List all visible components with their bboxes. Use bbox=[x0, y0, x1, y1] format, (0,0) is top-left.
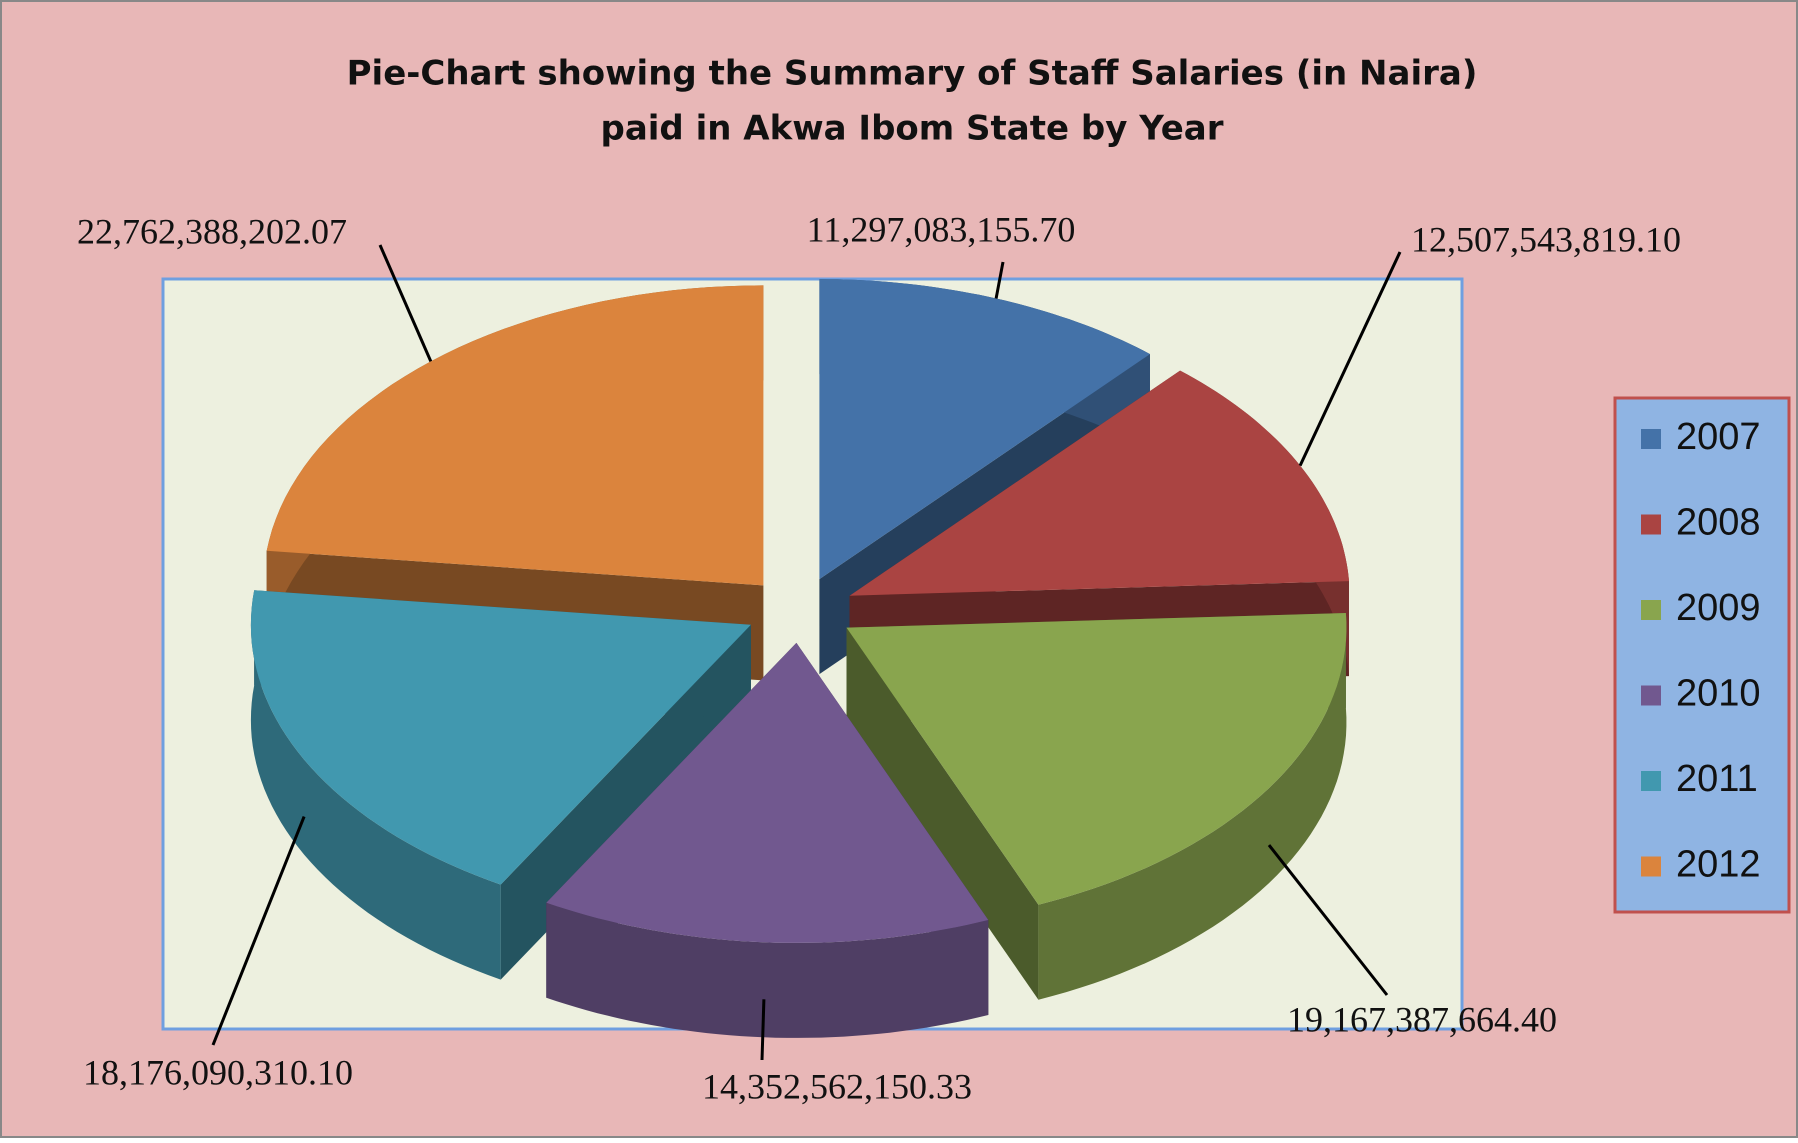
data-label: 19,167,387,664.40 bbox=[1287, 999, 1557, 1039]
legend-label: 2010 bbox=[1676, 673, 1761, 715]
slice-wall bbox=[546, 902, 989, 1038]
slice bbox=[250, 590, 751, 885]
leader-line bbox=[760, 999, 766, 1061]
leader-line bbox=[1298, 251, 1402, 467]
slice bbox=[546, 642, 989, 943]
slice-wall bbox=[250, 590, 501, 980]
slice bbox=[819, 279, 1150, 580]
leader-line bbox=[211, 816, 306, 1046]
legend-box bbox=[1613, 396, 1791, 914]
legend-label: 2007 bbox=[1676, 416, 1761, 458]
data-label: 14,352,562,150.33 bbox=[702, 1066, 972, 1106]
legend-label: 2012 bbox=[1676, 844, 1761, 886]
slice bbox=[846, 613, 1347, 905]
legend-label: 2008 bbox=[1676, 502, 1761, 544]
legend-swatch bbox=[1641, 429, 1661, 449]
slice-wall bbox=[1038, 613, 1347, 1000]
data-label: 22,762,388,202.07 bbox=[77, 211, 347, 251]
legend-label: 2011 bbox=[1676, 758, 1758, 800]
legend-swatch bbox=[1641, 514, 1661, 535]
legend-swatch bbox=[1641, 600, 1661, 620]
slice bbox=[846, 613, 1347, 1000]
slice bbox=[266, 285, 764, 586]
slice bbox=[849, 370, 1349, 596]
slice-side bbox=[846, 627, 1039, 1000]
legend-swatch bbox=[1641, 771, 1661, 791]
legend-label: 2009 bbox=[1676, 587, 1761, 629]
legend-swatch bbox=[1641, 856, 1661, 877]
data-label: 12,507,543,819.10 bbox=[1411, 219, 1681, 259]
chart-title: Pie-Chart showing the Summary of Staff S… bbox=[347, 54, 1478, 94]
data-label: 18,176,090,310.10 bbox=[83, 1052, 353, 1092]
leader-line bbox=[1267, 844, 1389, 996]
leader-line bbox=[378, 244, 433, 362]
data-label: 11,297,083,155.70 bbox=[807, 209, 1076, 249]
legend-swatch bbox=[1641, 685, 1661, 706]
chart-title: paid in Akwa Ibom State by Year bbox=[601, 109, 1224, 149]
leader-line bbox=[994, 261, 1005, 299]
slice bbox=[546, 642, 989, 1038]
